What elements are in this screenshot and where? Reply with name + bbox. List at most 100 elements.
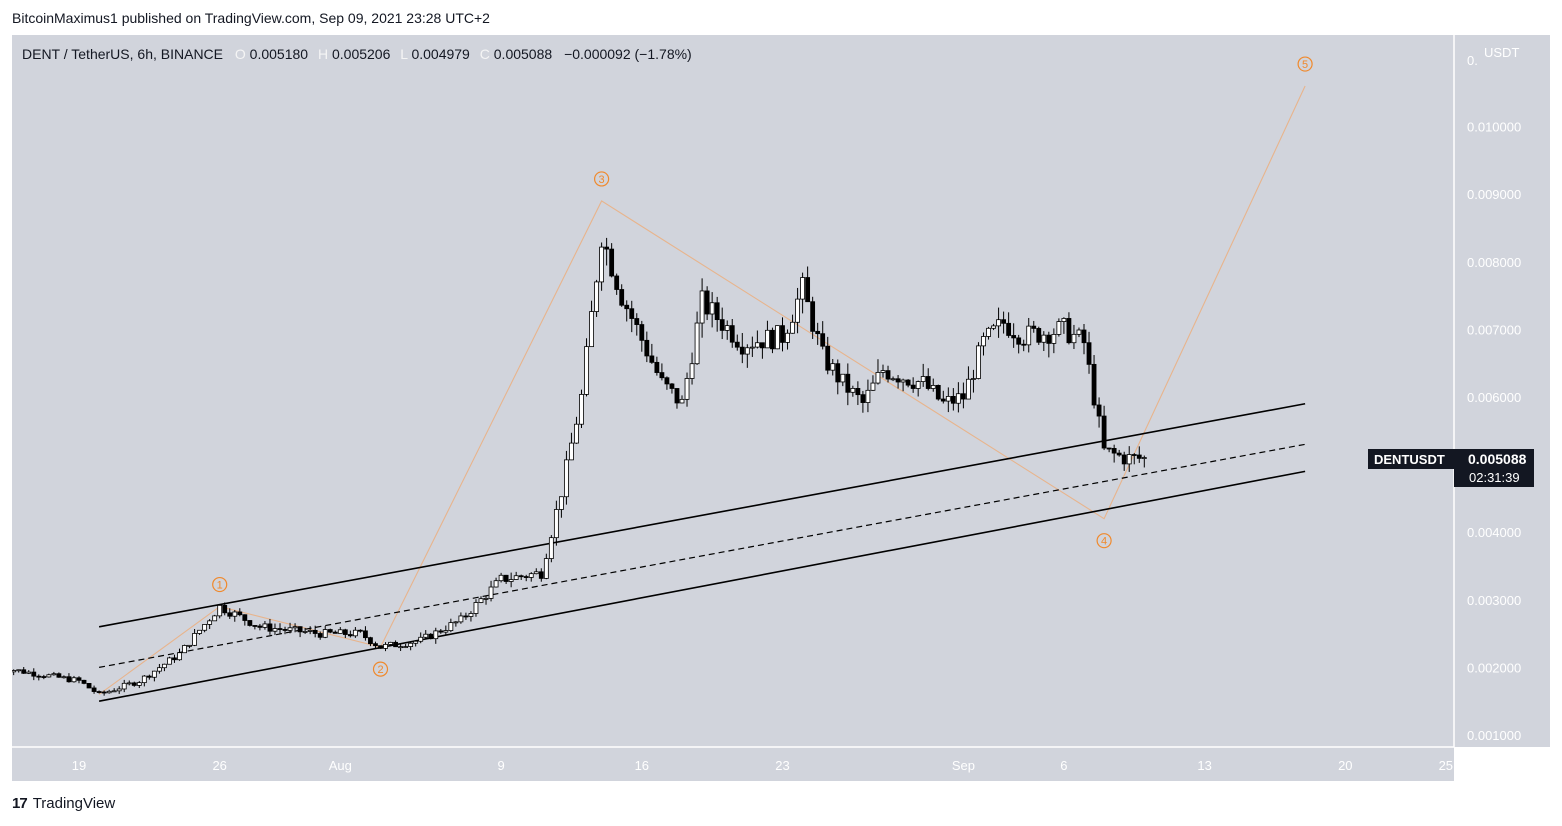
candle: [760, 342, 765, 359]
wave-label-1: 1: [212, 576, 228, 593]
candle: [86, 683, 92, 689]
candle: [1101, 405, 1107, 451]
candle: [357, 629, 363, 633]
candle: [1001, 311, 1006, 334]
candle: [287, 622, 293, 634]
candle: [327, 628, 333, 634]
symbol-tag-bg: [1368, 449, 1454, 469]
candle: [121, 679, 127, 693]
legend-c-label: C: [480, 46, 490, 62]
candle: [277, 623, 283, 635]
candle: [498, 572, 504, 583]
candle: [1141, 455, 1147, 468]
price-tick-label: 0.003000: [1467, 593, 1521, 608]
candle: [986, 326, 991, 340]
candle: [513, 571, 519, 580]
candle: [76, 676, 82, 684]
price-tag-value: 0.005088: [1468, 451, 1527, 467]
candle: [855, 381, 861, 406]
candle: [141, 675, 147, 687]
candle: [619, 284, 625, 307]
candle: [272, 623, 278, 635]
candle: [252, 625, 258, 630]
candle: [719, 307, 725, 340]
candle: [388, 641, 393, 647]
time-tick-label: 16: [635, 758, 649, 773]
legend-c-value: 0.005088: [494, 46, 553, 62]
candle: [302, 627, 308, 634]
price-tick-label: 0.001000: [1467, 728, 1521, 743]
candle: [342, 628, 348, 639]
candle: [438, 628, 444, 634]
legend-symbol: DENT / TetherUS, 6h, BINANCE: [22, 46, 223, 62]
price-axis-panel[interactable]: [1454, 35, 1550, 747]
candle: [317, 631, 323, 640]
candle: [332, 630, 338, 634]
candle: [684, 372, 690, 407]
candle: [488, 580, 494, 602]
publisher-line: BitcoinMaximus1 published on TradingView…: [12, 10, 490, 26]
candle: [895, 375, 901, 389]
channel-lower-line[interactable]: [98, 470, 1306, 702]
candle: [232, 609, 238, 622]
candle: [654, 356, 660, 376]
candle: [800, 272, 805, 314]
candle: [664, 376, 670, 390]
candle: [448, 618, 454, 633]
candle: [403, 643, 409, 649]
candle: [1071, 324, 1077, 350]
time-tick-label: 13: [1197, 758, 1211, 773]
candle: [1131, 453, 1137, 465]
candle: [1126, 446, 1132, 472]
candle: [202, 624, 208, 633]
footer-branding: 17 TradingView: [12, 795, 115, 812]
candle: [116, 686, 122, 694]
candle: [1051, 328, 1057, 354]
candle: [649, 343, 655, 364]
candle: [51, 671, 57, 676]
candle: [423, 630, 429, 640]
price-axis-ticks: 0.010000 0.009000 0.008000 0.007000 0.006000…: [1467, 120, 1521, 743]
candle: [559, 496, 564, 518]
candle: [408, 642, 414, 651]
candle: [41, 674, 47, 680]
candle: [614, 273, 620, 295]
candle: [463, 612, 469, 620]
candle: [589, 300, 594, 348]
candle: [689, 352, 695, 385]
candle: [840, 373, 846, 387]
candle: [478, 596, 484, 604]
candle: [724, 320, 730, 340]
wave-label-4: 4: [1096, 533, 1112, 549]
candle: [930, 378, 936, 392]
time-tick-label: 19: [72, 758, 86, 773]
price-tick-label: 0.010000: [1467, 120, 1521, 135]
candle: [599, 242, 604, 291]
time-axis-panel[interactable]: [12, 747, 1454, 781]
candle: [694, 311, 700, 365]
candle: [548, 535, 554, 563]
candle: [1046, 331, 1052, 358]
candle: [16, 669, 22, 673]
candle: [222, 602, 228, 616]
candle: [704, 286, 710, 321]
price-tick-label: 0.004000: [1467, 525, 1521, 540]
legend-o-value: 0.005180: [250, 46, 309, 62]
candle: [1066, 312, 1072, 345]
candle: [961, 382, 966, 409]
candle: [182, 644, 187, 654]
candle: [1036, 326, 1042, 345]
candle: [890, 376, 896, 382]
candle: [699, 278, 705, 338]
candle: [1031, 320, 1037, 333]
symbol-tag-label: DENTUSDT: [1374, 452, 1445, 467]
candle: [744, 344, 750, 368]
candle: [1086, 331, 1092, 374]
plot-background: [12, 35, 1454, 747]
candle: [162, 663, 167, 672]
candle: [1041, 331, 1047, 352]
candle: [1096, 397, 1102, 428]
candle: [634, 313, 640, 336]
